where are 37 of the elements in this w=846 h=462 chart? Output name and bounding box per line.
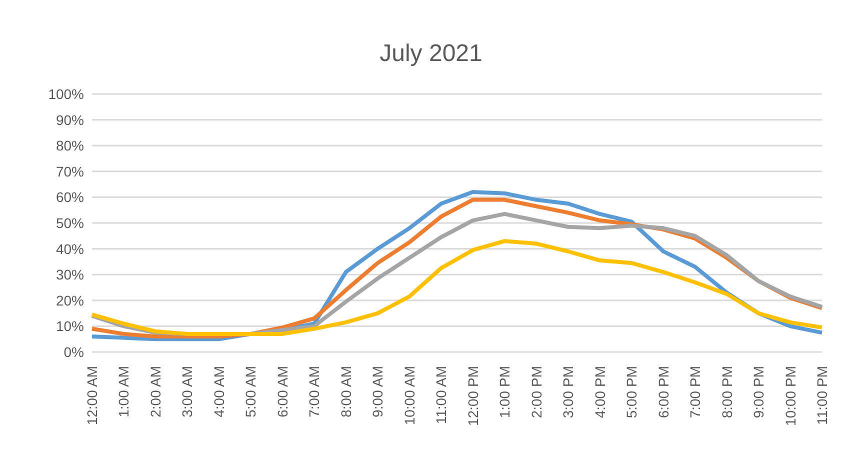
x-tick-label: 7:00 AM bbox=[306, 366, 322, 418]
y-tick-label: 80% bbox=[56, 138, 84, 154]
x-tick-label: 9:00 PM bbox=[750, 366, 767, 418]
y-tick-label: 0% bbox=[64, 344, 84, 360]
x-tick-label: 5:00 PM bbox=[624, 366, 640, 418]
x-tick-label: 8:00 PM bbox=[718, 366, 735, 418]
y-tick-label: 30% bbox=[56, 266, 84, 283]
x-tick-label: 3:00 AM bbox=[179, 366, 196, 418]
x-tick-label: 2:00 AM bbox=[147, 366, 164, 418]
y-tick-label: 20% bbox=[56, 292, 84, 308]
x-tick-label: 5:00 AM bbox=[242, 366, 259, 418]
line-series bbox=[90, 239, 824, 336]
y-tick-label: 60% bbox=[56, 189, 84, 206]
x-tick-label: 1:00 AM bbox=[116, 366, 132, 418]
y-tick-label: 10% bbox=[56, 318, 84, 334]
x-tick-label: 7:00 PM bbox=[687, 366, 704, 418]
x-tick-label: 6:00 PM bbox=[655, 366, 672, 418]
y-tick-label: 70% bbox=[56, 163, 84, 180]
x-tick-label: 10:00 AM bbox=[401, 366, 418, 426]
x-tick-label: 2:00 PM bbox=[528, 366, 544, 418]
chart-title: July 2021 bbox=[378, 40, 484, 68]
x-tick-label: 4:00 PM bbox=[592, 366, 608, 418]
x-tick-label: 10:00 PM bbox=[782, 366, 798, 426]
x-tick-label: 1:00 PM bbox=[496, 366, 513, 418]
x-tick-label: 11:00 PM bbox=[814, 366, 830, 425]
x-tick-label: 4:00 AM bbox=[210, 366, 227, 418]
x-tick-label: 12:00 PM bbox=[464, 366, 481, 426]
y-tick-label: 90% bbox=[56, 112, 84, 128]
x-tick-label: 3:00 PM bbox=[560, 366, 576, 418]
y-tick-label: 50% bbox=[56, 214, 84, 231]
x-tick-label: 11:00 AM bbox=[433, 366, 450, 424]
y-tick-label: 40% bbox=[56, 240, 84, 257]
x-tick-label: 8:00 AM bbox=[338, 366, 354, 418]
x-tick-label: 6:00 AM bbox=[274, 366, 290, 418]
x-tick-label: 9:00 AM bbox=[370, 366, 386, 418]
x-tick-label: 12:00 AM bbox=[84, 366, 100, 426]
y-tick-label: 100% bbox=[48, 86, 84, 102]
